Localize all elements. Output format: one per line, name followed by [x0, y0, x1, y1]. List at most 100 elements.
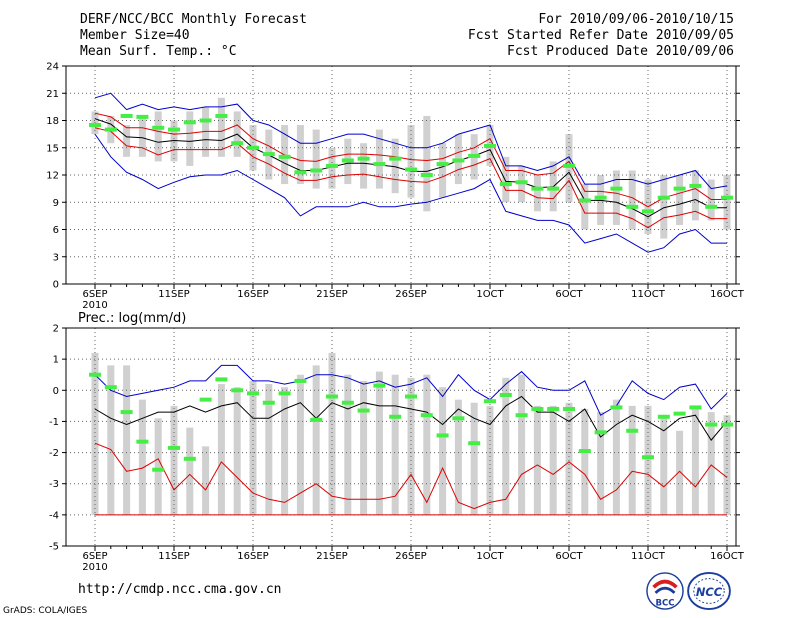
temp-obs-marker — [452, 158, 465, 163]
temp-spread-box — [423, 115, 431, 212]
prec-obs-marker — [104, 385, 117, 390]
temp-series-min — [94, 133, 727, 253]
temp-ytick-label: 6 — [53, 225, 59, 236]
temp-xtick-label: 16SEP — [237, 289, 268, 300]
temp-xtick-label: 16OCT — [710, 289, 745, 300]
temp-obs-marker — [199, 118, 212, 123]
prec-spread-box — [454, 399, 462, 515]
prec-spread-box — [676, 430, 684, 515]
prec-ytick-label: 1 — [53, 355, 59, 366]
temp-spread-box — [296, 125, 304, 185]
grads-credit: GrADS: COLA/IGES — [3, 606, 88, 616]
prec-spread-box — [612, 399, 620, 515]
temp-ytick-label: 21 — [46, 89, 59, 100]
prec-spread-box — [360, 380, 368, 515]
temp-xtick-label: 21SEP — [316, 289, 347, 300]
temp-obs-marker — [547, 186, 560, 191]
prec-obs-marker — [705, 422, 718, 427]
temp-obs-marker — [120, 113, 133, 118]
prec-spread-box — [470, 402, 478, 515]
temp-obs-marker — [626, 204, 639, 209]
temp-obs-marker — [594, 195, 607, 200]
temp-series-lower — [94, 127, 727, 229]
temp-obs-marker — [563, 163, 575, 168]
prec-obs-marker — [531, 406, 544, 411]
forecast-period: For 2010/09/06-2010/10/15 — [538, 12, 734, 27]
temp-spread-box — [612, 170, 620, 225]
bcc-logo: BCC — [646, 572, 684, 610]
prec-xtick-label: 1OCT — [476, 551, 504, 562]
prec-obs-marker — [610, 405, 623, 410]
prec-spread-box — [549, 405, 557, 515]
temp-xtick-label: 1OCT — [476, 289, 504, 300]
prec-spread-box — [123, 365, 131, 515]
prec-spread-box — [217, 384, 225, 515]
temp-spread-box — [439, 143, 447, 198]
temp-spread-box — [123, 125, 131, 157]
prec-spread-box — [565, 402, 573, 515]
prec-obs-marker — [420, 413, 433, 418]
prec-series-min — [94, 442, 728, 510]
prec-spread-box — [107, 365, 115, 515]
prec-xtick-label: 16OCT — [710, 551, 745, 562]
prec-obs-marker — [152, 467, 165, 472]
prec-xtick-label: 21SEP — [316, 551, 347, 562]
prec-spread-box — [138, 399, 146, 515]
prec-obs-marker — [168, 445, 180, 450]
prec-obs-marker — [563, 406, 575, 411]
temp-spread-box — [360, 143, 368, 189]
prec-obs-marker — [215, 377, 228, 382]
temp-obs-marker — [341, 158, 354, 163]
source-url[interactable]: http://cmdp.ncc.cma.gov.cn — [78, 582, 282, 597]
ncc-logo-text: NCC — [696, 585, 723, 599]
temp-obs-marker — [357, 156, 370, 161]
temp-spread-box — [502, 156, 510, 203]
prec-obs-marker — [436, 433, 449, 438]
temp-xtick-label: 6OCT — [555, 289, 583, 300]
temp-spread-box — [138, 115, 146, 157]
temp-obs-marker — [689, 183, 702, 188]
prec-spread-box — [423, 374, 431, 515]
temp-spread-box — [660, 175, 668, 239]
prec-spread-box — [265, 384, 273, 515]
started-date: Fcst Started Refer Date 2010/09/05 — [467, 28, 734, 43]
prec-obs-marker — [120, 410, 133, 415]
prec-obs-marker — [642, 455, 654, 460]
prec-spread-box — [91, 352, 99, 515]
prec-spread-box — [533, 405, 541, 515]
temp-ytick-label: 18 — [46, 116, 59, 127]
prec-xtick-label: 26SEP — [395, 551, 426, 562]
temp-obs-marker — [136, 114, 149, 119]
prec-obs-marker — [578, 449, 591, 454]
temp-spread-box — [676, 175, 684, 225]
prec-ytick-label: -4 — [49, 510, 59, 521]
temp-xtick-label: 11OCT — [631, 289, 666, 300]
prec-spread-box — [344, 374, 352, 515]
temp-obs-marker — [468, 153, 481, 158]
prec-spread-box — [628, 405, 636, 515]
chart-title: DERF/NCC/BCC Monthly Forecast — [80, 12, 307, 27]
prec-spread-box — [518, 374, 526, 515]
prec-spread-box — [660, 415, 668, 515]
prec-obs-marker — [199, 397, 212, 402]
prec-obs-marker — [262, 400, 275, 405]
prec-obs-marker — [389, 414, 402, 419]
temp-ytick-label: 0 — [53, 280, 59, 291]
temp-ytick-label: 9 — [53, 198, 59, 209]
temp-obs-marker — [168, 127, 180, 132]
prec-obs-marker — [231, 388, 244, 393]
prec-spread-box — [249, 380, 257, 515]
prec-spread-box — [281, 387, 289, 515]
temp-spread-box — [154, 111, 162, 162]
temp-obs-marker — [262, 152, 275, 157]
prec-obs-marker — [183, 456, 196, 461]
temp-obs-marker — [515, 180, 528, 185]
prec-ytick-label: -3 — [49, 479, 59, 490]
prec-obs-marker — [594, 430, 607, 435]
prec-obs-marker — [405, 394, 417, 399]
prec-obs-marker — [547, 406, 560, 411]
temp-obs-marker — [326, 163, 338, 168]
temp-spread-box — [565, 134, 573, 203]
temp-ytick-label: 3 — [53, 252, 59, 263]
prec-spread-box — [233, 387, 241, 515]
